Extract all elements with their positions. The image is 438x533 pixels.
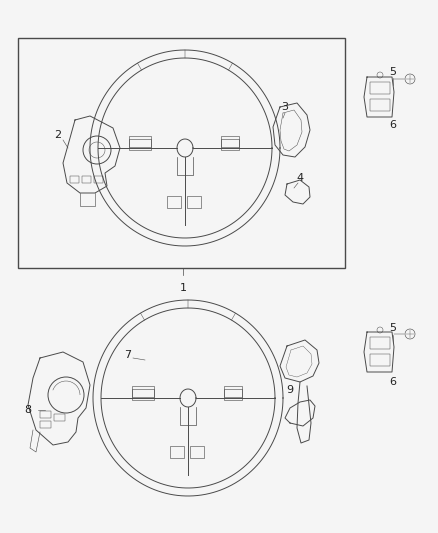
Bar <box>370 82 390 94</box>
Text: 3: 3 <box>282 102 289 112</box>
Bar <box>190 446 204 458</box>
Bar <box>187 196 201 208</box>
Bar <box>132 386 154 400</box>
Bar <box>129 136 151 150</box>
Text: 6: 6 <box>389 120 396 130</box>
Text: 7: 7 <box>124 350 131 360</box>
Bar <box>370 99 390 111</box>
Bar <box>40 411 51 418</box>
Bar <box>40 421 51 428</box>
Text: 5: 5 <box>389 323 396 333</box>
Text: 1: 1 <box>180 283 187 293</box>
Bar <box>18 38 345 268</box>
Bar <box>94 176 103 183</box>
Bar <box>221 139 239 147</box>
Bar <box>82 176 91 183</box>
Bar <box>370 337 390 349</box>
Bar <box>54 414 65 421</box>
Bar <box>167 196 181 208</box>
Bar <box>129 139 151 147</box>
Text: 8: 8 <box>25 405 32 415</box>
Bar <box>224 386 242 400</box>
Bar <box>132 389 154 397</box>
Text: 5: 5 <box>389 67 396 77</box>
Bar <box>221 136 239 150</box>
Text: 2: 2 <box>54 130 62 140</box>
Bar <box>370 354 390 366</box>
Bar <box>70 176 79 183</box>
Text: 4: 4 <box>297 173 304 183</box>
Bar <box>224 389 242 397</box>
Text: 6: 6 <box>389 377 396 387</box>
Text: 9: 9 <box>286 385 293 395</box>
Bar <box>170 446 184 458</box>
